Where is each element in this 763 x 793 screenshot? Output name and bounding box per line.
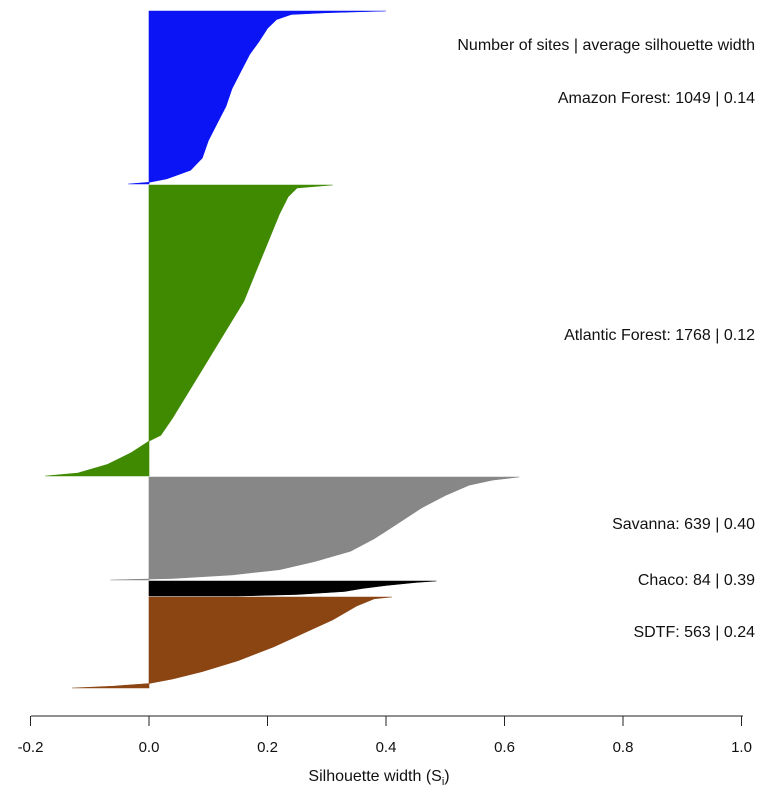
- legend-header: Number of sites | average silhouette wid…: [457, 37, 755, 54]
- cluster-bar-chaco: [148, 580, 437, 597]
- cluster-bar-sdtf: [71, 596, 392, 689]
- legend: Number of sites | average silhouette wid…: [457, 37, 755, 54]
- cluster-bar-amazon-forest: [128, 10, 387, 185]
- cluster-label-amazon-forest: Amazon Forest: 1049 | 0.14: [558, 90, 755, 107]
- cluster-bar-atlantic-forest: [45, 184, 333, 477]
- cluster-label-savanna: Savanna: 639 | 0.40: [612, 516, 755, 533]
- cluster-label-sdtf: SDTF: 563 | 0.24: [633, 624, 755, 641]
- x-axis-title: Silhouette width (Si): [308, 768, 449, 788]
- x-tick-label: -0.2: [18, 739, 44, 756]
- cluster-bar-savanna: [110, 476, 520, 581]
- x-axis-title-text: Silhouette width (S: [308, 768, 441, 785]
- cluster-labels: Amazon Forest: 1049 | 0.14 Atlantic Fores…: [558, 90, 755, 641]
- x-axis-title-subscript: i: [442, 776, 444, 788]
- cluster-label-atlantic-forest: Atlantic Forest: 1768 | 0.12: [564, 327, 755, 344]
- x-tick-label: 1.0: [731, 739, 752, 756]
- x-tick-label: 0.8: [613, 739, 634, 756]
- x-axis: -0.2 0.0 0.2 0.4 0.6 0.8 1.0: [18, 715, 752, 756]
- cluster-bars: [45, 10, 520, 689]
- cluster-label-chaco: Chaco: 84 | 0.39: [638, 572, 755, 589]
- x-tick-label: 0.4: [376, 739, 397, 756]
- x-tick-label: 0.2: [257, 739, 278, 756]
- x-tick-label: 0.6: [494, 739, 515, 756]
- x-axis-title-close: ): [444, 768, 449, 785]
- x-tick-label: 0.0: [139, 739, 160, 756]
